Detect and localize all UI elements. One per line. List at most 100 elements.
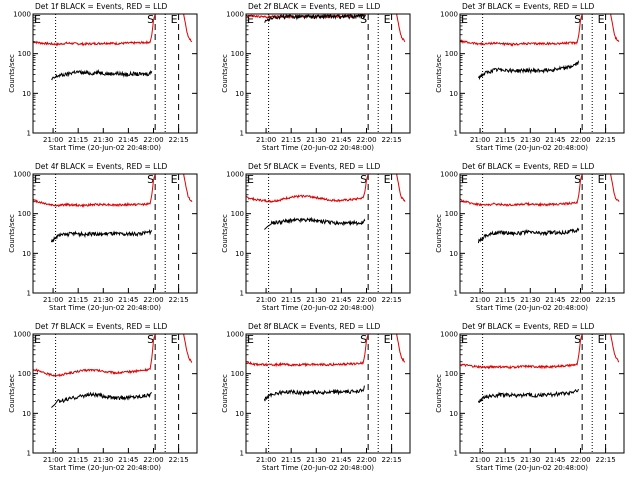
panel-title: Det 8f BLACK = Events, RED = LLD [248,322,381,331]
panel-det-2f: Det 2f BLACK = Events, RED = LLD E S E 1 10 10… [213,0,426,160]
y-tick-label: 1000 [440,11,458,19]
series-events-line [50,228,153,243]
x-tick-label: 22:00 [570,136,590,144]
x-tick-label: 21:45 [331,456,351,464]
x-tick-label: 21:15 [68,456,88,464]
y-tick-label: 1 [27,290,31,298]
y-axis-label: Counts/sec [435,214,443,253]
y-tick-label: 10 [235,250,244,258]
series-lld-line [245,173,406,204]
y-tick-label: 1 [454,130,458,138]
marker-label-s: S [360,333,367,346]
x-tick-label: 21:45 [118,296,138,304]
y-axis-label: Counts/sec [221,54,229,93]
marker-label-s: S [574,173,581,186]
x-tick-label: 21:45 [118,136,138,144]
y-tick-label: 1 [240,450,244,458]
panel-det-9f: Det 9f BLACK = Events, RED = LLD E S E 1 10 10… [427,320,640,480]
marker-label-e: E [171,173,178,186]
x-tick-label: 22:00 [143,456,163,464]
marker-label-s: S [147,333,154,346]
y-axis-label: Counts/sec [435,374,443,413]
y-tick-label: 100 [231,370,244,378]
series-lld-line [245,333,406,368]
x-axis-label: Start Time (20-Jun-02 20:48:00) [49,304,161,312]
y-tick-label: 1000 [440,331,458,339]
marker-label-e: E [247,333,254,346]
y-tick-label: 10 [22,410,31,418]
marker-label-e: E [598,13,605,26]
marker-label-s: S [360,13,367,26]
y-tick-label: 1000 [226,11,244,19]
y-tick-label: 1 [27,450,31,458]
panel-title: Det 2f BLACK = Events, RED = LLD [248,2,381,11]
series-lld-line [32,173,193,208]
panel-det-6f: Det 6f BLACK = Events, RED = LLD E S E 1 10 10… [427,160,640,320]
plot-frame [32,13,198,134]
series-events-line [264,13,366,23]
marker-label-e: E [34,173,41,186]
y-tick-label: 1000 [226,331,244,339]
series-lld-line [459,13,620,47]
y-tick-label: 1000 [13,171,31,179]
x-axis-label: Start Time (20-Jun-02 20:48:00) [49,144,161,152]
x-tick-label: 22:15 [381,296,401,304]
marker-label-e: E [34,13,41,26]
y-tick-label: 100 [18,370,31,378]
series-lld-line [32,333,193,378]
y-tick-label: 1 [454,450,458,458]
x-axis-label: Start Time (20-Jun-02 20:48:00) [476,304,588,312]
x-tick-label: 21:00 [43,136,63,144]
x-tick-label: 21:15 [281,296,301,304]
panel-title: Det 3f BLACK = Events, RED = LLD [462,2,595,11]
y-axis-label: Counts/sec [8,54,16,93]
x-tick-label: 21:00 [470,456,490,464]
panel-title: Det 1f BLACK = Events, RED = LLD [35,2,168,11]
plot-frame [32,173,198,294]
x-tick-label: 21:45 [545,136,565,144]
y-tick-label: 10 [235,410,244,418]
marker-label-e: E [461,13,468,26]
y-tick-label: 100 [231,210,244,218]
x-tick-label: 22:15 [381,136,401,144]
y-tick-label: 1 [240,130,244,138]
y-tick-label: 1 [454,290,458,298]
marker-label-e: E [384,13,391,26]
y-tick-label: 100 [231,50,244,58]
marker-label-s: S [147,173,154,186]
x-tick-label: 21:45 [118,456,138,464]
x-tick-label: 21:00 [470,296,490,304]
panel-det-1f: Det 1f BLACK = Events, RED = LLD E S E 1 10 10… [0,0,213,160]
marker-label-e: E [384,333,391,346]
y-axis-label: Counts/sec [221,374,229,413]
y-axis-label: Counts/sec [435,54,443,93]
y-tick-label: 100 [18,50,31,58]
panel-det-7f: Det 7f BLACK = Events, RED = LLD E S E 1 10 10… [0,320,213,480]
marker-label-s: S [574,333,581,346]
x-tick-label: 21:45 [331,296,351,304]
x-tick-label: 21:15 [495,296,515,304]
x-tick-label: 21:00 [43,296,63,304]
series-events-line [51,391,152,408]
x-tick-label: 22:00 [143,136,163,144]
y-axis-label: Counts/sec [8,214,16,253]
x-tick-label: 21:15 [68,296,88,304]
x-axis-label: Start Time (20-Jun-02 20:48:00) [476,464,588,472]
marker-label-e: E [598,333,605,346]
plot-frame [459,13,625,134]
x-tick-label: 21:15 [495,456,515,464]
x-tick-label: 22:00 [570,456,590,464]
x-tick-label: 21:30 [520,456,540,464]
panel-title: Det 5f BLACK = Events, RED = LLD [248,162,381,171]
x-tick-label: 22:15 [595,296,615,304]
x-tick-label: 21:00 [43,456,63,464]
y-axis-label: Counts/sec [221,214,229,253]
y-tick-label: 10 [449,410,458,418]
marker-label-e: E [461,333,468,346]
